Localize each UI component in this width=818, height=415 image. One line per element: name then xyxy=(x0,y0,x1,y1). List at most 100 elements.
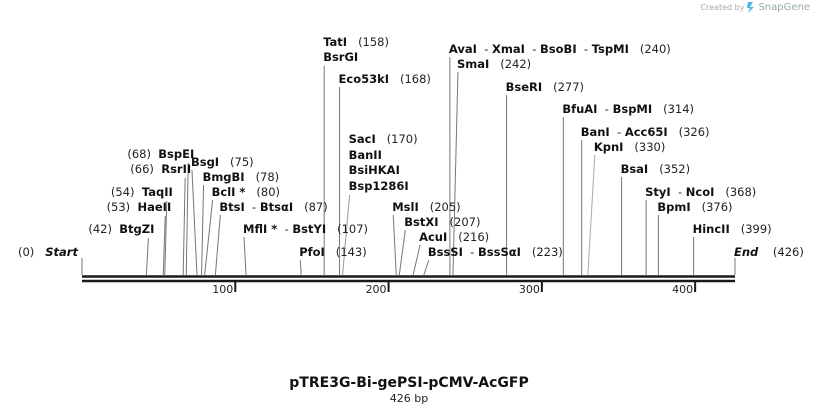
site-position: (277) xyxy=(553,80,585,94)
enzyme-name[interactable]: Eco53kI xyxy=(338,72,390,86)
site-connector-line xyxy=(398,229,406,276)
restriction-site-label[interactable]: AvaI - XmaI - BsoBI - TspMI (240) xyxy=(449,42,671,56)
site-position: (426) xyxy=(772,245,804,259)
site-position: (240) xyxy=(639,42,671,56)
enzyme-name[interactable]: MslI xyxy=(392,200,419,214)
restriction-site-label[interactable]: KpnI (330) xyxy=(594,140,666,154)
restriction-site-label[interactable]: (68) BspEI xyxy=(127,147,194,161)
enzyme-name[interactable]: TspMI xyxy=(591,42,629,56)
restriction-site-label[interactable]: BmgBI (78) xyxy=(203,170,280,184)
enzyme-name[interactable]: BpmI xyxy=(657,200,691,214)
enzyme-name[interactable]: RsrII xyxy=(161,162,192,176)
enzyme-name[interactable]: BstYI xyxy=(292,222,327,236)
restriction-site-label[interactable]: SacI (170) xyxy=(349,132,418,146)
restriction-site-label[interactable]: (42) BtgZI xyxy=(88,222,154,236)
restriction-site-label[interactable]: TatI (158) xyxy=(323,35,389,49)
enzyme-name[interactable]: HaeII xyxy=(137,200,172,214)
restriction-site-label[interactable]: BsgI (75) xyxy=(191,155,254,169)
restriction-site-label[interactable]: MflI * - BstYI (107) xyxy=(243,222,368,236)
enzyme-name[interactable]: BclI * xyxy=(211,185,246,199)
restriction-site-label[interactable]: BsrGI xyxy=(323,50,358,64)
enzyme-name[interactable]: HincII xyxy=(692,222,730,236)
credit-brand: SnapGene xyxy=(758,2,810,13)
restriction-site-label[interactable]: BstXI (207) xyxy=(404,215,480,229)
enzyme-name[interactable]: SacI xyxy=(348,132,376,146)
enzyme-name[interactable]: BsrGI xyxy=(323,50,359,64)
enzyme-name[interactable]: BssSαI xyxy=(477,245,521,259)
restriction-site-label[interactable]: BfuAI - BspMI (314) xyxy=(562,102,694,116)
enzyme-name[interactable]: AcuI xyxy=(419,230,448,244)
site-position: (314) xyxy=(663,102,695,116)
site-position: (42) xyxy=(88,222,112,236)
restriction-site-label[interactable]: Eco53kI (168) xyxy=(339,72,431,86)
enzyme-name[interactable]: BtsI xyxy=(219,200,245,214)
enzyme-name[interactable]: Acc65I xyxy=(624,125,668,139)
restriction-site-label[interactable]: SmaI (242) xyxy=(457,57,531,71)
enzyme-name[interactable]: BmgBI xyxy=(202,170,245,184)
restriction-site-label[interactable]: MslI (205) xyxy=(392,200,460,214)
restriction-site-label[interactable]: BsaI (352) xyxy=(621,162,691,176)
site-position: (78) xyxy=(255,170,280,184)
restriction-site-label[interactable]: BsiHKAI xyxy=(349,163,400,177)
enzyme-name[interactable]: BanII xyxy=(348,147,382,162)
enzyme-name[interactable]: BstXI xyxy=(404,215,439,229)
restriction-site-label[interactable]: BanII xyxy=(349,148,382,162)
enzyme-name[interactable]: BfuAI xyxy=(562,102,598,116)
restriction-site-label[interactable]: AcuI (216) xyxy=(419,230,489,244)
restriction-site-label[interactable]: HincII (399) xyxy=(693,222,772,236)
enzyme-name[interactable]: Bsp1286I xyxy=(348,178,409,193)
site-connector-line xyxy=(204,199,214,276)
enzyme-name[interactable]: AvaI xyxy=(448,42,477,56)
restriction-site-label[interactable]: BtsI - BtsαI (87) xyxy=(219,200,327,214)
enzyme-name[interactable]: KpnI xyxy=(593,140,624,154)
site-position: (216) xyxy=(458,230,490,244)
site-position: (158) xyxy=(358,35,389,49)
end-label: End (426) xyxy=(734,245,804,259)
enzyme-name[interactable]: BsoBI xyxy=(540,42,577,56)
restriction-site-label[interactable]: BanI - Acc65I (326) xyxy=(581,125,710,139)
enzyme-name[interactable]: BtsαI xyxy=(259,200,294,214)
enzyme-name[interactable]: MflI * xyxy=(243,222,278,236)
restriction-site-label[interactable]: (66) RsrII xyxy=(130,162,191,176)
restriction-site-label[interactable]: PfoI (143) xyxy=(299,245,367,259)
axis-tick-label: 200 xyxy=(365,283,387,296)
site-position: (242) xyxy=(500,57,532,71)
site-connector-line xyxy=(201,184,205,276)
enzyme-name[interactable]: StyI xyxy=(645,185,671,199)
enzyme-name[interactable]: PfoI xyxy=(299,245,325,259)
enzyme-name[interactable]: BspMI xyxy=(612,102,653,116)
enzyme-name[interactable]: BsaI xyxy=(620,162,649,176)
restriction-site-label[interactable]: Bsp1286I xyxy=(349,179,409,193)
site-position: (75) xyxy=(230,155,254,169)
enzyme-name[interactable]: TatI xyxy=(323,35,348,49)
restriction-site-label[interactable]: (54) TaqII xyxy=(111,185,173,199)
enzyme-name[interactable]: BssSI xyxy=(427,245,463,259)
enzyme-name[interactable]: NcoI xyxy=(685,185,715,199)
site-connector-line xyxy=(342,194,351,276)
enzyme-name[interactable]: BanI xyxy=(580,125,610,139)
restriction-site-label[interactable]: StyI - NcoI (368) xyxy=(645,185,756,199)
site-position: (87) xyxy=(304,200,328,214)
restriction-site-label[interactable]: BseRI (277) xyxy=(506,80,584,94)
enzyme-name[interactable]: BtgZI xyxy=(119,222,155,236)
name-separator: - xyxy=(277,222,293,236)
restriction-site-label[interactable]: BpmI (376) xyxy=(657,200,732,214)
name-separator: - xyxy=(576,42,592,56)
enzyme-name[interactable]: XmaI xyxy=(492,42,525,56)
site-connector-line xyxy=(185,162,189,276)
name-separator: - xyxy=(462,245,478,259)
site-position: (66) xyxy=(130,162,154,176)
enzyme-name[interactable]: SmaI xyxy=(456,57,490,71)
enzyme-name[interactable]: TaqII xyxy=(141,185,173,199)
restriction-site-label[interactable]: BclI * (80) xyxy=(212,185,280,199)
restriction-site-label[interactable]: BssSI - BssSαI (223) xyxy=(428,245,563,259)
enzyme-name[interactable]: BspEI xyxy=(158,147,195,161)
enzyme-name[interactable]: BsgI xyxy=(190,155,220,169)
restriction-site-label[interactable]: (53) HaeII xyxy=(107,200,172,214)
site-connector-line xyxy=(162,215,166,276)
site-position: (376) xyxy=(701,200,733,214)
enzyme-name[interactable]: BseRI xyxy=(505,80,543,94)
enzyme-name[interactable]: BsiHKAI xyxy=(348,163,400,177)
site-connector-line xyxy=(243,236,247,276)
